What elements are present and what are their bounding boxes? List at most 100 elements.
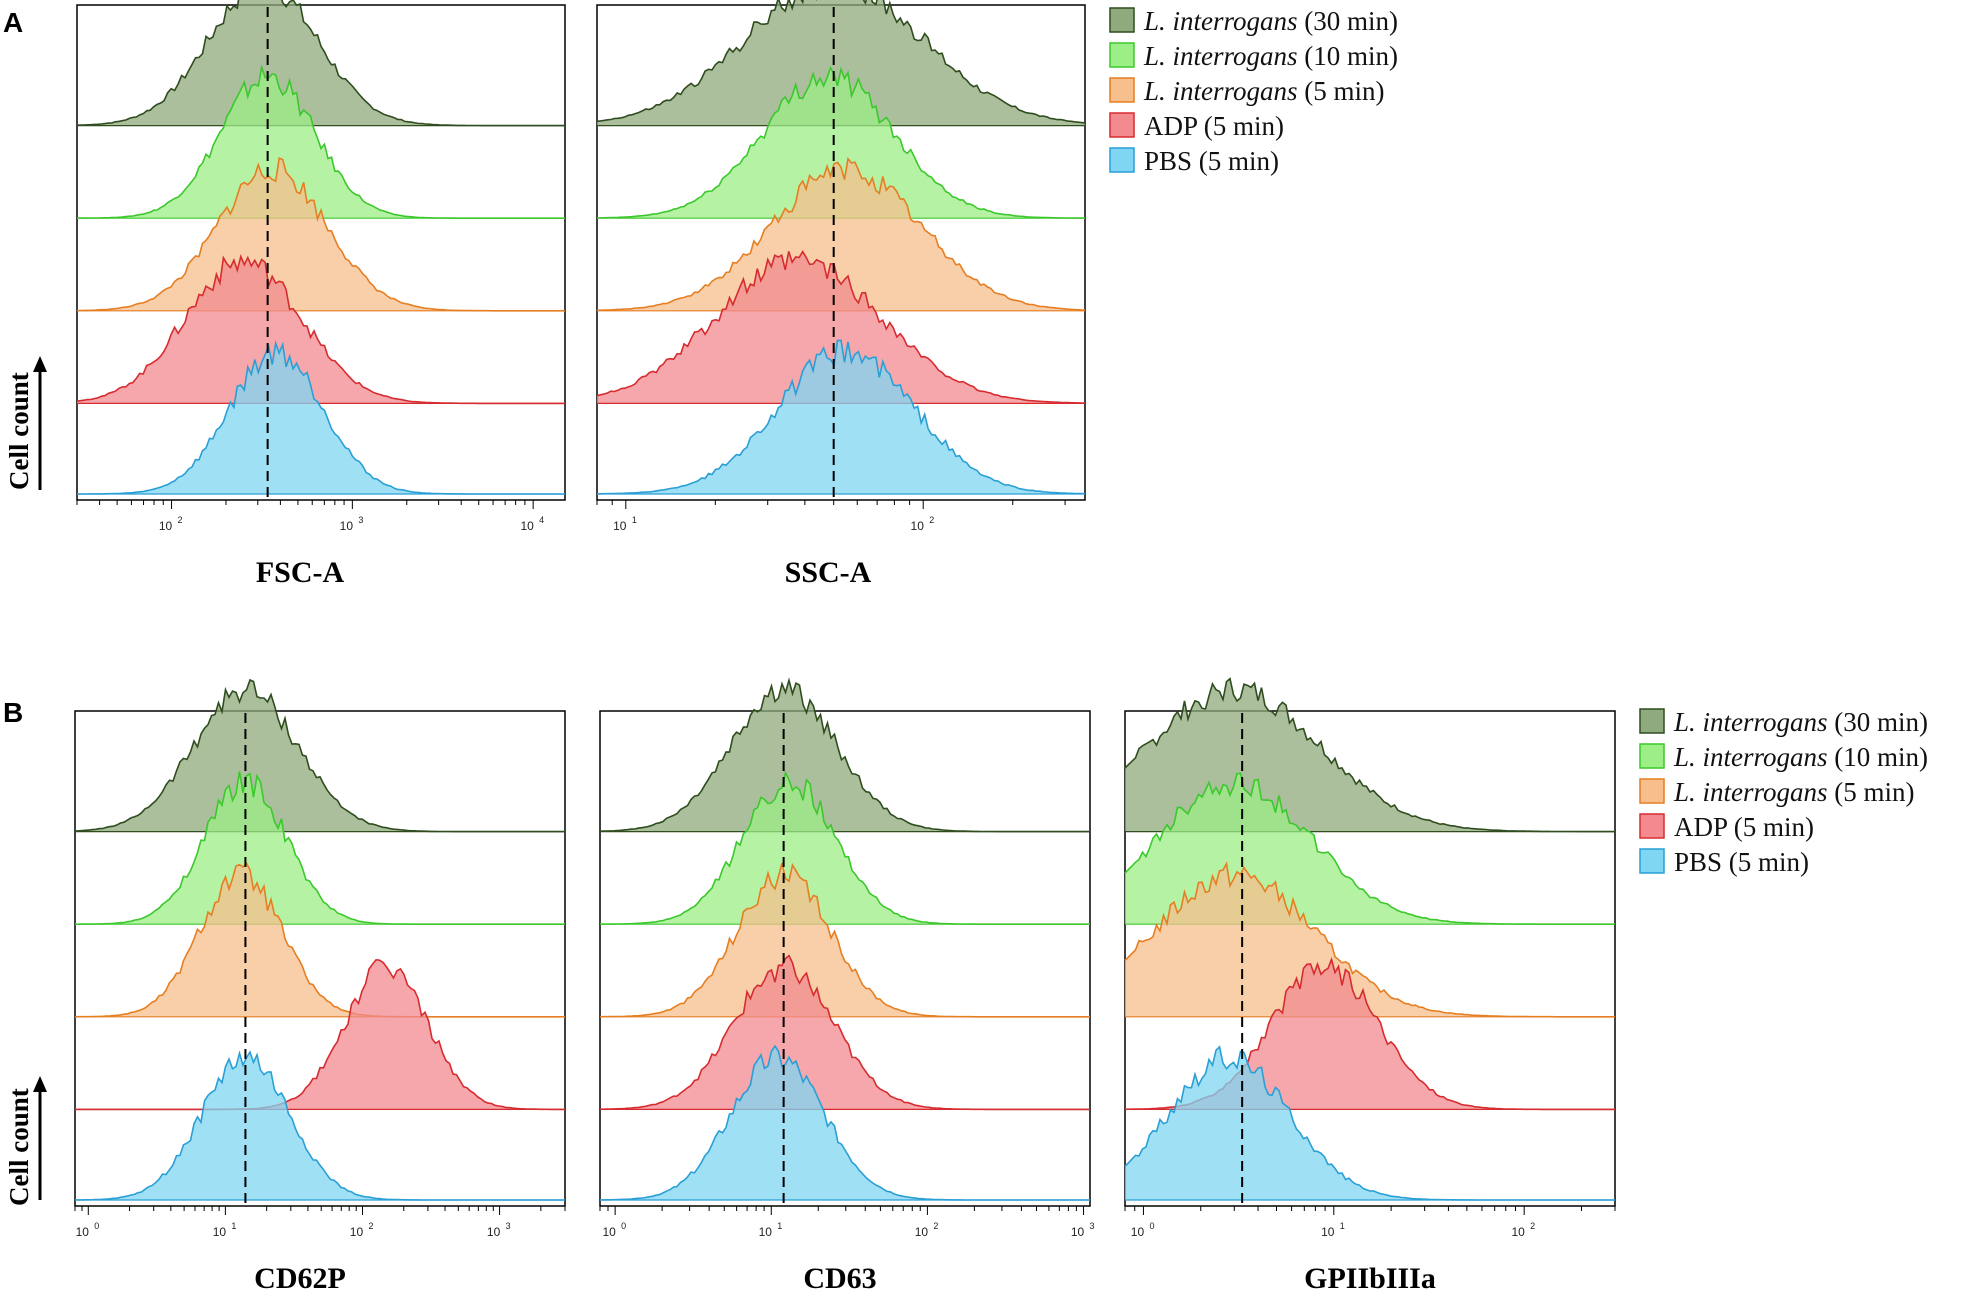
xlabel-cd62p: CD62P [254, 1262, 346, 1295]
x-tick-exponent: 4 [539, 515, 544, 525]
xlabel-gpiibiiia: GPIIbIIIa [1304, 1262, 1436, 1295]
x-tick-label: 10 [340, 519, 354, 533]
plot-frame [74, 710, 566, 1207]
legend-swatch [1639, 813, 1665, 839]
y-axis-label-b: Cell count [4, 1076, 47, 1206]
x-tick-exponent: 2 [368, 1221, 373, 1231]
legend-swatch [1639, 778, 1665, 804]
ylabel-b: Cell count [4, 1088, 34, 1206]
histogram-fill-0 [597, 0, 1085, 126]
histogram-fill-2 [77, 158, 565, 311]
x-tick-label: 10 [487, 1225, 501, 1239]
histogram-fill-1 [600, 772, 1090, 925]
x-tick-label: 10 [1511, 1225, 1525, 1239]
legend-swatch [1109, 77, 1135, 103]
histogram-line-1 [597, 65, 1085, 219]
xlabel-ssc-a: SSC-A [785, 556, 872, 589]
x-tick-label: 10 [213, 1225, 227, 1239]
legend-swatch [1109, 42, 1135, 68]
histogram-fill-2 [1125, 863, 1615, 1017]
legend-label: L. interrogans (5 min) [1143, 76, 1385, 106]
plot-fsc-a: 10 2 10 3 10 4 [76, 0, 566, 533]
x-tick-exponent: 0 [94, 1221, 99, 1231]
x-tick-exponent: 2 [178, 515, 183, 525]
legend-label: PBS (5 min) [1674, 847, 1809, 877]
histogram-fill-3 [597, 251, 1085, 404]
histogram-fill-0 [600, 680, 1090, 832]
histogram-fill-3 [75, 959, 565, 1110]
x-tick-label: 10 [602, 1225, 616, 1239]
y-axis-label-a: Cell count [4, 356, 47, 490]
histogram-fill-2 [75, 863, 565, 1017]
legend-label: L. interrogans (30 min) [1143, 6, 1398, 36]
legend-swatch [1109, 147, 1135, 173]
plot-gpiibiiia: 10 0 10 1 10 2 [1124, 677, 1616, 1239]
x-tick-label: 10 [759, 1225, 773, 1239]
xlabel-cd63: CD63 [803, 1262, 876, 1295]
legend-swatch [1109, 112, 1135, 138]
histogram-fill-3 [77, 256, 565, 404]
histogram-fill-0 [77, 0, 565, 126]
x-tick-exponent: 3 [506, 1221, 511, 1231]
histogram-fill-4 [597, 340, 1085, 494]
legend-label: ADP (5 min) [1144, 111, 1284, 141]
plot-frame [1124, 710, 1616, 1207]
histogram-fill-2 [597, 158, 1085, 311]
x-tick-exponent: 0 [1149, 1221, 1154, 1231]
plot-ssc-a: 10 1 10 2 [596, 0, 1086, 533]
histogram-fill-1 [597, 67, 1085, 219]
histogram-line-2 [596, 156, 1086, 312]
legend-label: ADP (5 min) [1674, 812, 1814, 842]
x-tick-label: 10 [159, 519, 173, 533]
histogram-line-0 [596, 0, 1086, 124]
x-tick-exponent: 1 [632, 515, 637, 525]
x-tick-exponent: 0 [621, 1221, 626, 1231]
x-tick-exponent: 2 [1530, 1221, 1535, 1231]
x-tick-label: 10 [1131, 1225, 1145, 1239]
panel-letter-b: B [3, 697, 23, 728]
histogram-fill-1 [75, 771, 565, 925]
x-tick-label: 10 [1321, 1225, 1335, 1239]
x-tick-exponent: 3 [358, 515, 363, 525]
x-tick-label: 10 [520, 519, 534, 533]
legend-swatch [1109, 7, 1135, 33]
plot-cd63: 10 0 10 1 10 2 10 3 [599, 677, 1095, 1239]
histogram-line-2 [74, 861, 565, 1018]
legend-label: L. interrogans (30 min) [1673, 707, 1928, 737]
histogram-fill-3 [600, 955, 1090, 1110]
x-tick-exponent: 1 [1340, 1221, 1345, 1231]
histogram-fill-4 [75, 1052, 565, 1200]
histogram-fill-2 [600, 863, 1090, 1017]
histogram-fill-0 [75, 680, 565, 832]
x-tick-exponent: 2 [933, 1221, 938, 1231]
legend-label: PBS (5 min) [1144, 146, 1279, 176]
legend-label: L. interrogans (10 min) [1143, 41, 1398, 71]
x-tick-label: 10 [350, 1225, 364, 1239]
plot-cd62p: 10 0 10 1 10 2 10 3 [74, 678, 566, 1239]
histogram-fill-4 [600, 1046, 1090, 1200]
histogram-fill-1 [77, 67, 565, 219]
histogram-fill-4 [1125, 1046, 1615, 1200]
plot-frame [599, 710, 1091, 1207]
x-tick-label: 10 [76, 1225, 90, 1239]
legend-panel-a: L. interrogans (30 min) L. interrogans (1… [1109, 6, 1398, 176]
x-tick-exponent: 1 [231, 1221, 236, 1231]
legend-swatch [1639, 848, 1665, 874]
legend-label: L. interrogans (10 min) [1673, 742, 1928, 772]
xlabel-fsc-a: FSC-A [256, 556, 345, 589]
legend-label: L. interrogans (5 min) [1673, 777, 1915, 807]
x-tick-label: 10 [915, 1225, 929, 1239]
ylabel-a: Cell count [4, 372, 34, 490]
x-tick-exponent: 3 [1090, 1221, 1095, 1231]
histogram-line-4 [597, 339, 1086, 495]
panel-letter-a: A [3, 7, 23, 38]
plot-frame [76, 4, 566, 501]
x-tick-label: 10 [1071, 1225, 1085, 1239]
histogram-line-3 [596, 250, 1085, 404]
histogram-fill-4 [77, 343, 565, 494]
legend-swatch [1639, 743, 1665, 769]
x-tick-label: 10 [613, 519, 627, 533]
legend-swatch [1639, 708, 1665, 734]
x-tick-label: 10 [911, 519, 925, 533]
